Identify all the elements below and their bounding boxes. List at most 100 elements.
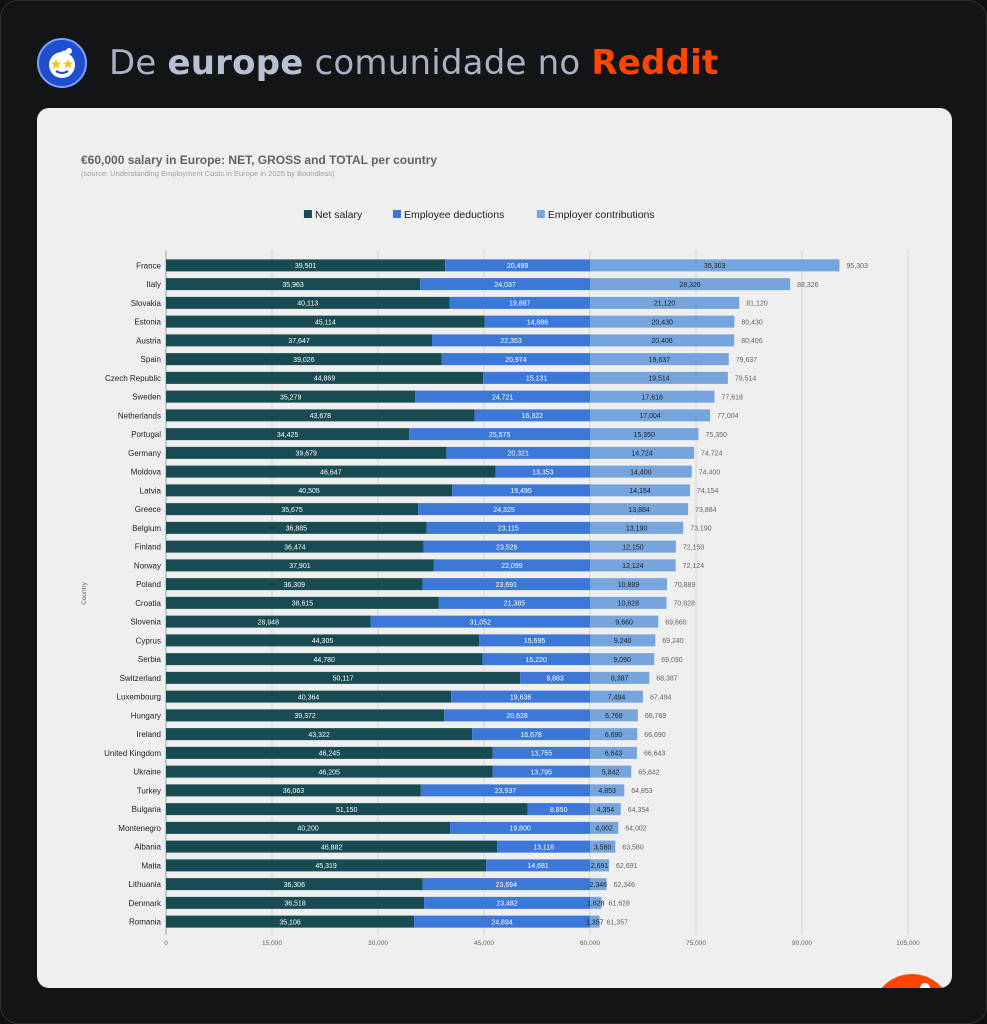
bar-value-label: 23,937 bbox=[495, 788, 517, 795]
bar-value-label: 5,842 bbox=[602, 769, 620, 776]
bar-segment bbox=[590, 728, 638, 741]
total-value-label: 64,354 bbox=[628, 807, 650, 814]
bar-value-label: 43,678 bbox=[310, 413, 332, 420]
bar-segment bbox=[590, 559, 676, 572]
total-value-label: 70,889 bbox=[674, 582, 696, 589]
bar-value-label: 44,869 bbox=[314, 376, 336, 383]
bar-segment bbox=[423, 540, 590, 553]
total-value-label: 69,240 bbox=[662, 638, 684, 645]
bar-segment bbox=[486, 859, 590, 872]
total-value-label: 73,190 bbox=[690, 526, 712, 533]
bar-segment bbox=[497, 840, 590, 853]
bar-value-label: 7,494 bbox=[608, 694, 626, 701]
total-value-label: 79,514 bbox=[735, 376, 757, 383]
bar-segment bbox=[590, 671, 650, 684]
bar-segment bbox=[166, 409, 475, 422]
bar-value-label: 17,004 bbox=[639, 413, 661, 420]
bar-segment bbox=[444, 709, 590, 722]
snoo-antenna-ball bbox=[920, 983, 930, 988]
category-label: Italy bbox=[146, 280, 161, 289]
category-label: France bbox=[136, 261, 161, 270]
community-avatar-icon[interactable] bbox=[37, 38, 87, 88]
bar-segment bbox=[451, 690, 590, 703]
bar-value-label: 20,974 bbox=[505, 357, 527, 364]
bar-value-label: 35,675 bbox=[281, 507, 303, 514]
x-tick-label: 30,000 bbox=[368, 940, 388, 947]
bar-segment bbox=[483, 371, 590, 384]
bar-value-label: 9,240 bbox=[614, 638, 632, 645]
bar-segment bbox=[590, 859, 610, 872]
bar-segment bbox=[166, 878, 423, 891]
bar-segment bbox=[590, 784, 625, 797]
bar-segment bbox=[590, 821, 619, 834]
bar-segment bbox=[166, 690, 452, 703]
bar-segment bbox=[166, 765, 493, 778]
bar-segment bbox=[472, 728, 590, 741]
legend-swatch bbox=[536, 210, 545, 218]
bar-value-label: 6,690 bbox=[605, 732, 623, 739]
bar-value-label: 6,769 bbox=[605, 713, 623, 720]
total-value-label: 74,154 bbox=[697, 488, 719, 495]
category-label: Slovakia bbox=[131, 299, 162, 308]
bar-segment bbox=[590, 634, 656, 647]
bar-value-label: 36,306 bbox=[284, 882, 306, 889]
bar-value-label: 13,884 bbox=[628, 507, 650, 514]
bar-value-label: 36,063 bbox=[283, 788, 305, 795]
bar-value-label: 9,660 bbox=[615, 619, 633, 626]
category-label: Austria bbox=[136, 336, 161, 345]
bar-value-label: 13,755 bbox=[531, 751, 553, 758]
bar-value-label: 20,321 bbox=[507, 451, 529, 458]
bar-segment bbox=[450, 821, 590, 834]
total-value-label: 64,853 bbox=[631, 788, 653, 795]
bar-value-label: 21,385 bbox=[504, 601, 526, 608]
x-tick-label: 90,000 bbox=[792, 940, 812, 947]
bar-value-label: 45,114 bbox=[315, 319, 336, 326]
total-value-label: 63,580 bbox=[622, 844, 644, 851]
bar-segment bbox=[414, 915, 590, 928]
bar-segment bbox=[166, 446, 447, 459]
total-value-label: 74,400 bbox=[699, 469, 721, 476]
bar-segment bbox=[479, 634, 590, 647]
bar-segment bbox=[438, 596, 590, 609]
bar-value-label: 44,780 bbox=[314, 657, 336, 664]
category-label: Romania bbox=[129, 918, 162, 927]
bar-value-label: 46,245 bbox=[319, 751, 341, 758]
title-middle: comunidade no bbox=[314, 43, 581, 83]
category-label: Estonia bbox=[134, 318, 161, 327]
category-label: Albania bbox=[134, 843, 161, 852]
bar-value-label: 38,615 bbox=[292, 601, 314, 608]
bar-segment bbox=[590, 840, 616, 853]
y-axis-title: Country bbox=[81, 581, 88, 605]
legend-label: Net salary bbox=[315, 209, 363, 221]
bar-segment bbox=[590, 915, 600, 928]
legend-label: Employee deductions bbox=[404, 209, 504, 221]
bar-value-label: 19,887 bbox=[509, 301, 531, 308]
category-label: Latvia bbox=[140, 486, 162, 495]
x-tick-label: 105,000 bbox=[896, 940, 920, 947]
bar-value-label: 36,474 bbox=[284, 544, 306, 551]
bar-value-label: 36,885 bbox=[286, 526, 308, 533]
legend-swatch bbox=[303, 210, 312, 218]
bar-segment bbox=[590, 428, 699, 441]
bar-segment bbox=[590, 390, 715, 403]
bar-value-label: 23,694 bbox=[496, 882, 518, 889]
total-value-label: 68,387 bbox=[656, 676, 678, 683]
community-name[interactable]: europe bbox=[167, 43, 304, 83]
bar-value-label: 19,636 bbox=[510, 694, 532, 701]
bar-value-label: 46,205 bbox=[319, 769, 341, 776]
star-eyes-face-icon bbox=[49, 48, 75, 78]
bar-segment bbox=[166, 315, 485, 328]
total-value-label: 69,090 bbox=[661, 657, 683, 664]
bar-segment bbox=[166, 278, 421, 291]
bar-value-label: 22,099 bbox=[501, 563, 523, 570]
bar-value-label: 39,026 bbox=[293, 357, 315, 364]
reddit-brand-text[interactable]: Reddit bbox=[591, 43, 719, 83]
bar-segment bbox=[590, 709, 638, 722]
bar-segment bbox=[590, 296, 740, 309]
category-label: Poland bbox=[136, 580, 161, 589]
category-label: Portugal bbox=[131, 430, 161, 439]
bar-segment bbox=[590, 353, 729, 366]
bar-segment bbox=[166, 915, 415, 928]
bar-segment bbox=[166, 896, 425, 909]
